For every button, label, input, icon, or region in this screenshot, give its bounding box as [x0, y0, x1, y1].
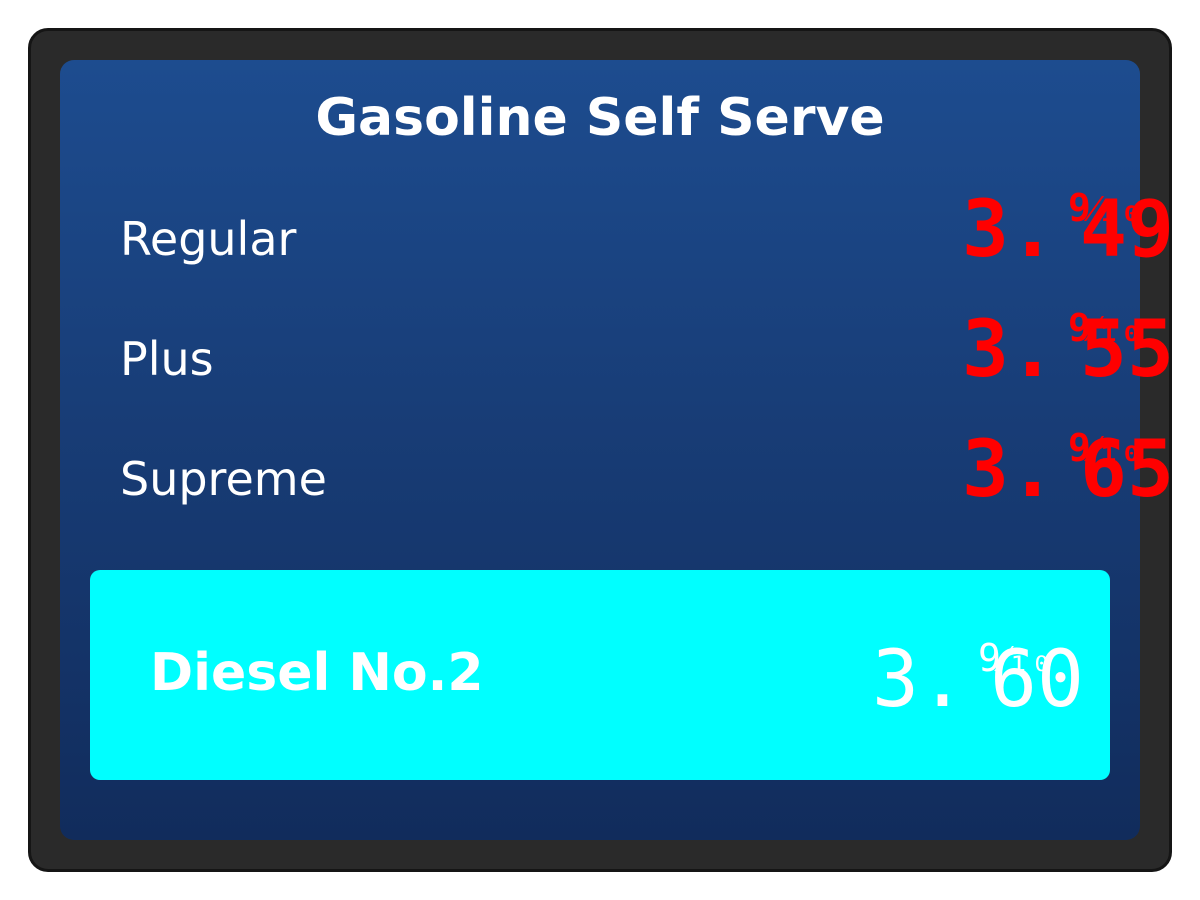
price-supreme-whole: 3. — [962, 425, 1056, 515]
price-plus-tenth: 9⁄₁₀ — [1068, 306, 1143, 350]
price-diesel: 3. 60 9⁄₁₀ — [872, 635, 1102, 725]
price-diesel-cents: 60 — [990, 635, 1084, 725]
grade-label-supreme: Supreme — [120, 452, 327, 506]
price-regular-whole: 3. — [962, 185, 1056, 275]
sign-title: Gasoline Self Serve — [315, 88, 885, 148]
diesel-label: Diesel No.2 — [150, 643, 484, 703]
price-plus-whole: 3. — [962, 305, 1056, 395]
price-plus-cents: 55 — [1080, 305, 1174, 395]
price-regular-cents: 49 — [1080, 185, 1174, 275]
price-supreme-cents: 65 — [1080, 425, 1174, 515]
grade-label-regular: Regular — [120, 212, 297, 266]
grade-label-plus: Plus — [120, 332, 214, 386]
price-supreme-tenth: 9⁄₁₀ — [1068, 426, 1143, 470]
price-regular-tenth: 9⁄₁₀ — [1068, 186, 1143, 230]
price-supreme: 3. 65 9⁄₁₀ — [962, 425, 1192, 515]
price-plus: 3. 55 9⁄₁₀ — [962, 305, 1192, 395]
price-regular: 3. 49 9⁄₁₀ — [962, 185, 1192, 275]
diesel-highlight-box — [90, 570, 1110, 780]
price-diesel-whole: 3. — [872, 635, 966, 725]
price-diesel-tenth: 9⁄₁₀ — [978, 636, 1053, 680]
